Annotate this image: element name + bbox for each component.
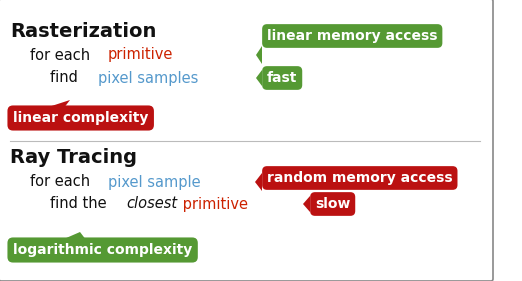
- Polygon shape: [255, 173, 262, 191]
- Text: fast: fast: [267, 71, 298, 85]
- Text: for each: for each: [30, 175, 95, 189]
- Polygon shape: [256, 70, 262, 86]
- Text: find: find: [50, 71, 82, 85]
- FancyBboxPatch shape: [0, 0, 493, 281]
- Text: random memory access: random memory access: [267, 171, 453, 185]
- Text: Ray Tracing: Ray Tracing: [10, 148, 137, 167]
- Text: primitive: primitive: [108, 47, 173, 62]
- Polygon shape: [30, 100, 70, 113]
- Text: find the: find the: [50, 196, 111, 212]
- Text: for each: for each: [30, 47, 95, 62]
- Text: closest: closest: [126, 196, 177, 212]
- Text: logarithmic complexity: logarithmic complexity: [13, 243, 192, 257]
- Text: pixel samples: pixel samples: [98, 71, 198, 85]
- Text: pixel sample: pixel sample: [108, 175, 200, 189]
- Text: linear memory access: linear memory access: [267, 29, 437, 43]
- Text: linear complexity: linear complexity: [13, 111, 148, 125]
- Polygon shape: [256, 46, 262, 64]
- Text: slow: slow: [315, 197, 350, 211]
- Polygon shape: [50, 232, 90, 245]
- Polygon shape: [303, 196, 310, 212]
- Text: primitive: primitive: [178, 196, 248, 212]
- Text: Rasterization: Rasterization: [10, 22, 157, 41]
